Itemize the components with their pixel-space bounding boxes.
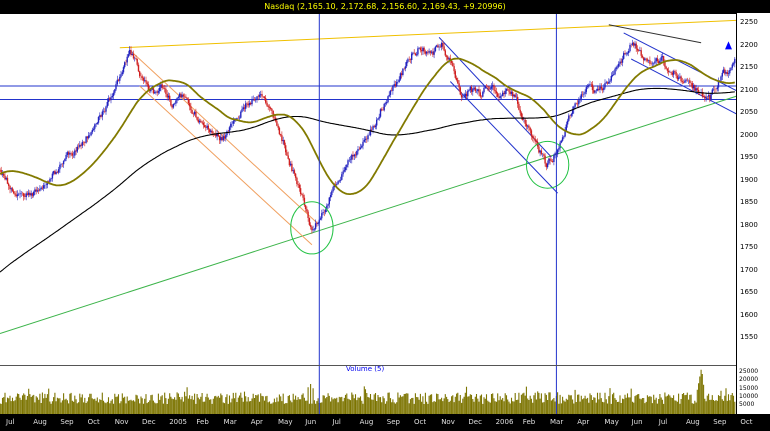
date-tick-label: Feb xyxy=(522,418,536,426)
trendline-resistance xyxy=(119,19,736,49)
price-tick-label: 2000 xyxy=(740,130,758,139)
candles-layer xyxy=(0,39,736,234)
price-tick-label: 2050 xyxy=(740,108,758,116)
ma-slow-line xyxy=(0,87,735,273)
volume-tick-label: 20000 xyxy=(739,376,759,384)
date-tick-label: Apr xyxy=(250,418,263,426)
date-tick-label: Aug xyxy=(686,418,700,426)
date-tick-label: Sep xyxy=(713,418,727,426)
date-tick-label: May xyxy=(278,418,293,426)
price-tick-label: 1750 xyxy=(740,243,758,251)
trendline-minor-top xyxy=(608,24,702,44)
date-tick-label: Mar xyxy=(223,418,237,426)
price-pane xyxy=(0,13,736,366)
date-tick-label: Nov xyxy=(114,418,129,426)
date-tick-label: Feb xyxy=(196,418,209,426)
price-tick-label: 1700 xyxy=(740,265,758,274)
trendline-down-channel-3a xyxy=(623,32,736,91)
bottom-circle-annotation xyxy=(290,201,334,255)
date-tick-label: Aug xyxy=(359,418,374,426)
volume-tick-label: 15000 xyxy=(739,384,759,392)
price-tick-label: 2250 xyxy=(740,18,758,26)
annotations-layer xyxy=(290,14,732,366)
date-tick-label: Aug xyxy=(33,418,47,426)
price-tick-label: 1850 xyxy=(740,198,758,206)
date-tick-label: Mar xyxy=(550,418,564,426)
date-tick-label: Sep xyxy=(60,418,74,426)
levels-layer xyxy=(0,85,736,100)
price-tick-label: 1550 xyxy=(740,333,758,341)
volume-tick-label: 10000 xyxy=(739,392,759,400)
volume-bars xyxy=(0,369,736,414)
price-tick-label: 1600 xyxy=(740,310,758,319)
price-tick-label: 1950 xyxy=(740,153,758,161)
date-tick-label: Jun xyxy=(631,418,643,426)
date-axis: Jul Aug Sep Oct Nov Dec 2005 Feb Mar Apr May Jun Jul… xyxy=(0,414,770,431)
bottom-circle-annotation xyxy=(525,140,570,189)
date-tick-label: Oct xyxy=(414,418,427,426)
volume-pane: Volume (5) xyxy=(0,365,736,415)
date-tick-label: 2005 xyxy=(169,418,188,426)
chart-title: Nasdaq (2,165.10, 2,172.68, 2,156.60, 2,… xyxy=(264,2,506,11)
price-chart-svg xyxy=(0,14,736,366)
price-axis: 2250 2200 2150 2100 2050 2000 1950 1900 1850 1800… xyxy=(736,13,770,414)
volume-indicator-label: Volume (5) xyxy=(346,365,385,373)
price-tick-label: 2100 xyxy=(740,85,758,94)
date-tick-label: Jul xyxy=(332,418,341,426)
date-tick-label: Jul xyxy=(658,418,668,426)
date-tick-label: Dec xyxy=(142,418,156,426)
chart-title-bar: Nasdaq (2,165.10, 2,172.68, 2,156.60, 2,… xyxy=(0,0,770,13)
trendline-down-channel-2b xyxy=(449,81,558,194)
price-tick-label: 2200 xyxy=(740,40,758,49)
date-tick-label: Jul xyxy=(6,418,15,426)
date-tick-label: Oct xyxy=(87,418,100,426)
trendlines-layer xyxy=(0,19,736,334)
date-tick-label: Dec xyxy=(468,418,482,426)
date-tick-label: Sep xyxy=(386,418,400,426)
price-tick-label: 2150 xyxy=(740,63,758,71)
volume-chart-svg xyxy=(0,366,736,415)
ma-fast-line xyxy=(0,57,736,195)
price-tick-label: 1650 xyxy=(740,288,758,296)
volume-tick-label: 5000 xyxy=(739,401,755,409)
date-tick-label: May xyxy=(604,418,619,426)
date-tick-label: 2006 xyxy=(495,418,514,426)
price-tick-label: 1800 xyxy=(740,220,758,229)
price-tick-label: 1900 xyxy=(740,175,758,184)
date-tick-label: Nov xyxy=(441,418,455,426)
annotations-layer xyxy=(318,366,557,415)
date-tick-label: Jun xyxy=(305,418,317,426)
arrow-up-icon xyxy=(725,41,732,50)
trendline-support xyxy=(0,95,736,334)
volume-tick-label: 25000 xyxy=(739,367,759,375)
date-tick-label: Oct xyxy=(740,418,753,426)
date-tick-label: Apr xyxy=(577,418,590,426)
trendline-down-channel-3b xyxy=(630,58,736,115)
trendline-down-channel-1b xyxy=(139,85,313,246)
